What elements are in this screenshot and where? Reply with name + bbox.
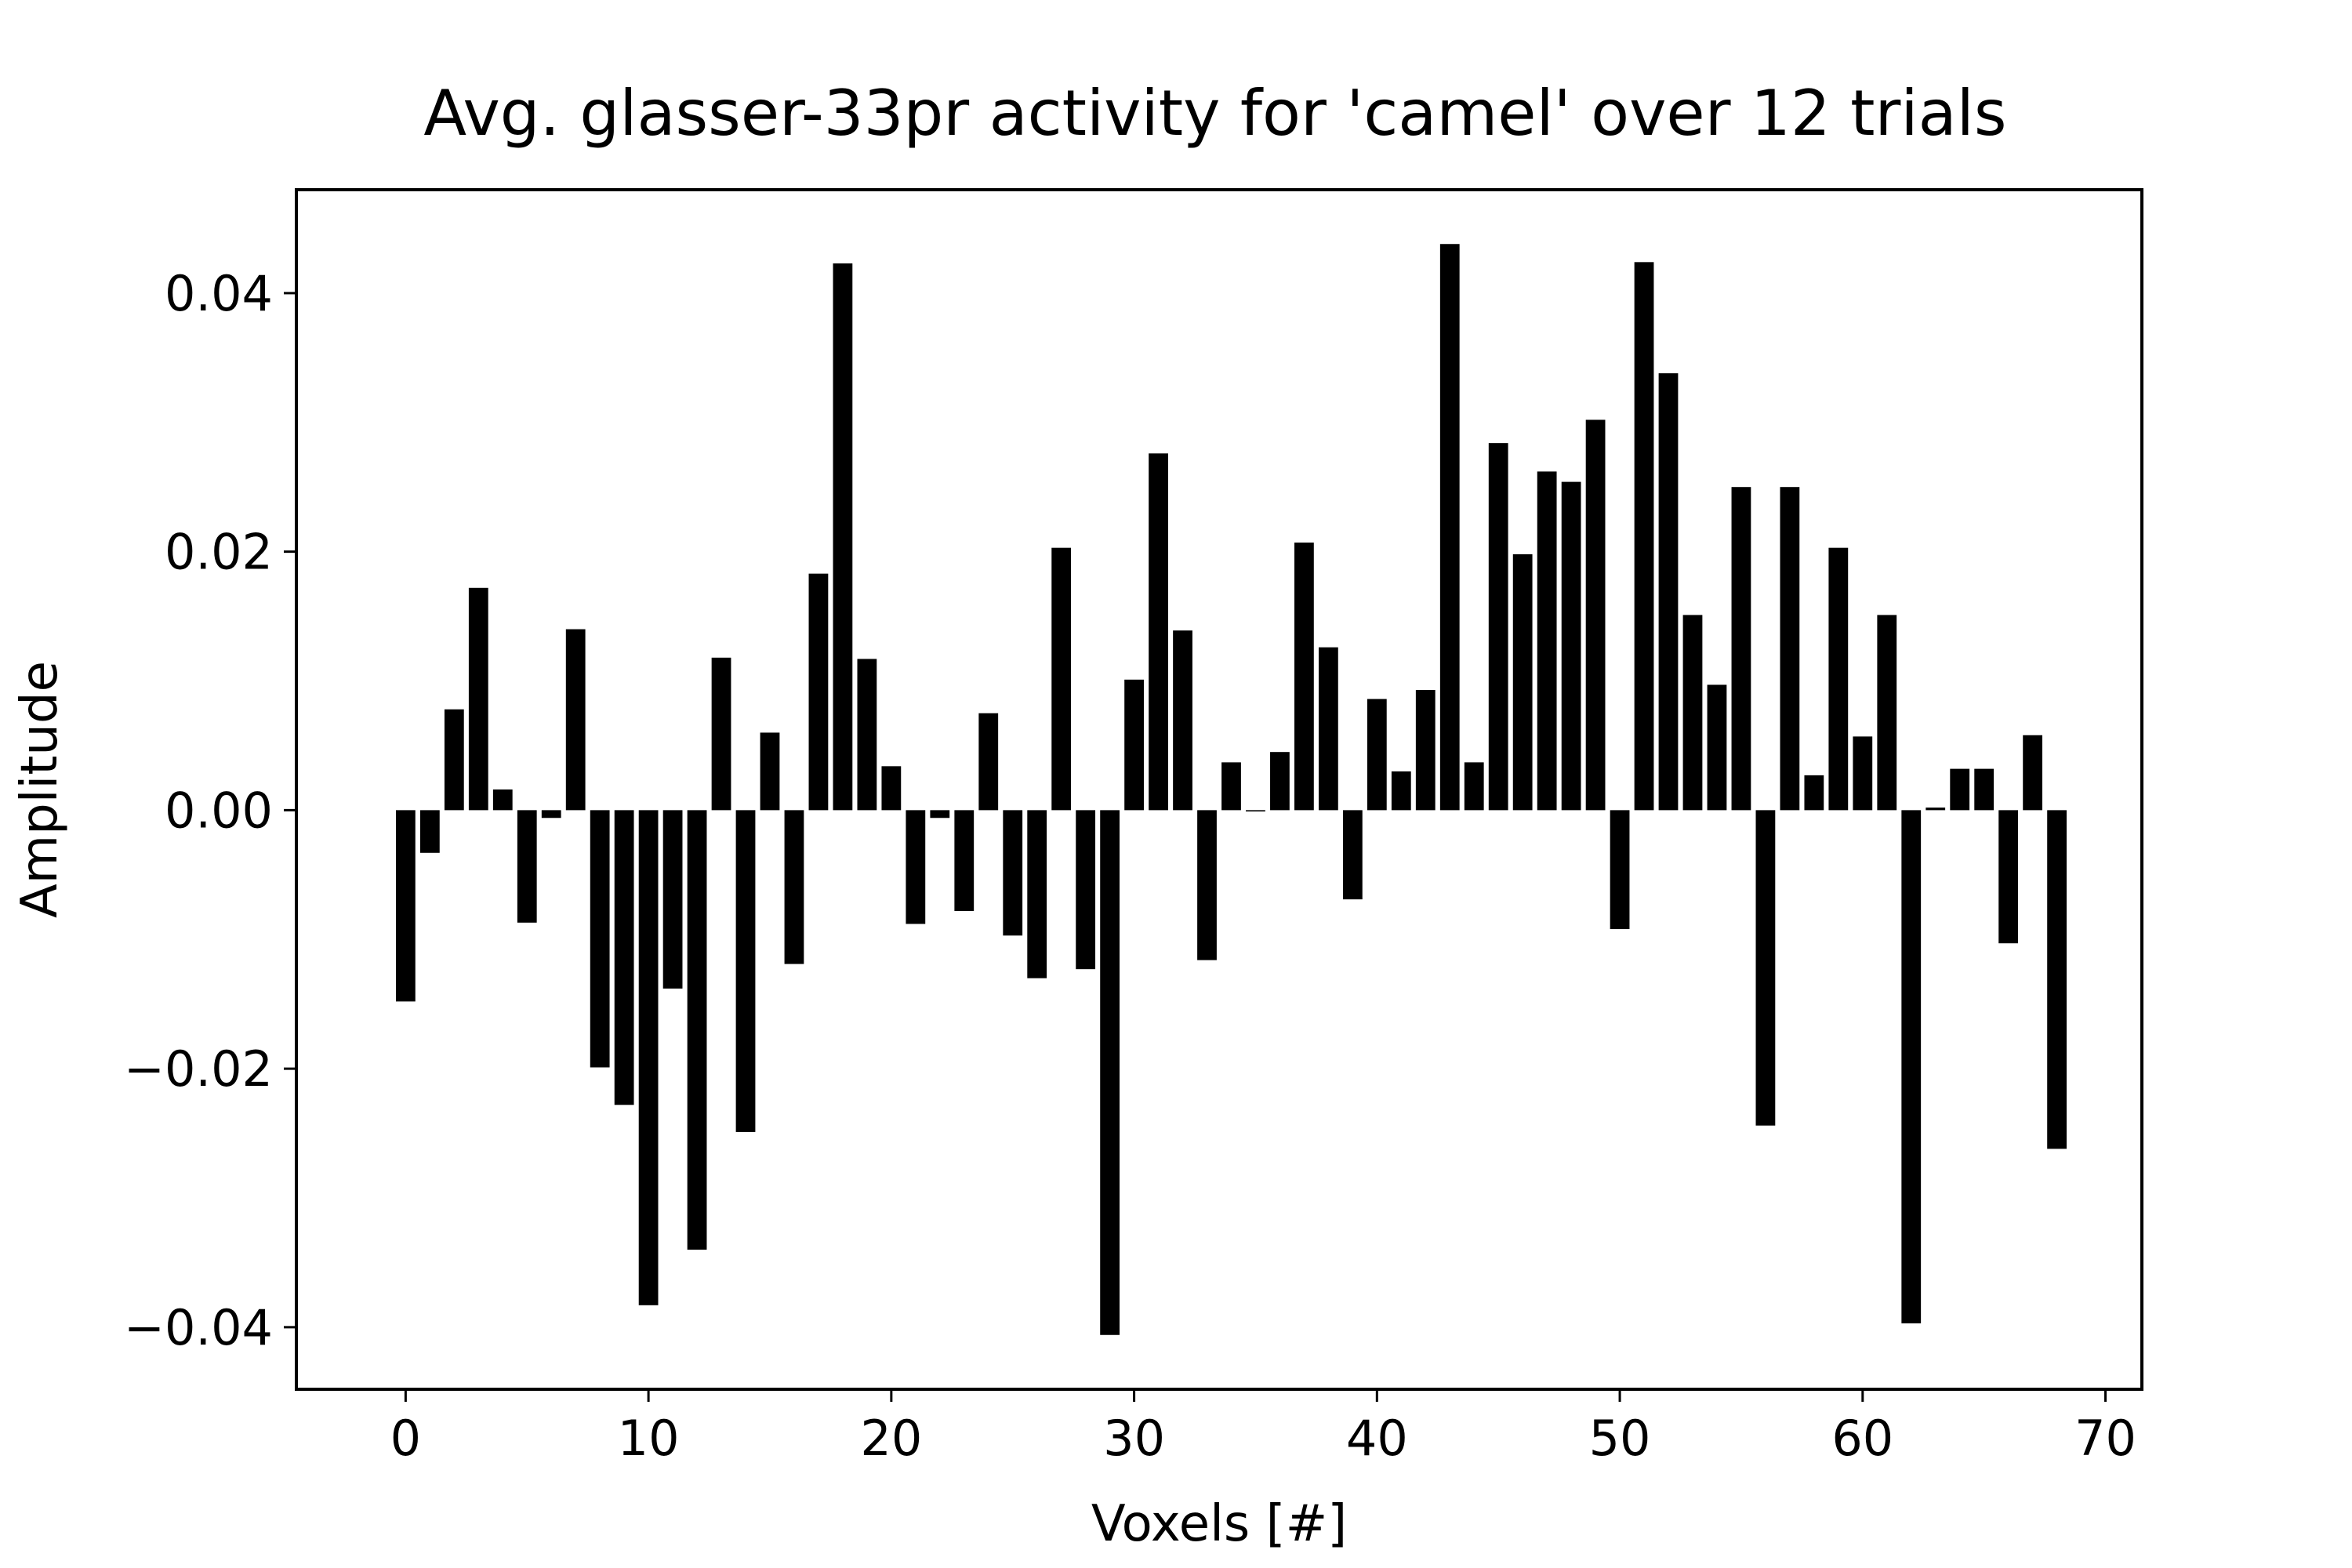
bar-64	[1950, 768, 1970, 811]
bar-38	[1318, 647, 1338, 811]
bar-57	[1780, 487, 1800, 811]
bar-9	[614, 810, 634, 1105]
bar-22	[930, 810, 950, 818]
bar-4	[492, 789, 513, 811]
bar-48	[1561, 481, 1581, 811]
bar-10	[638, 810, 659, 1305]
x-tick-label: 70	[2074, 1410, 2136, 1467]
bar-40	[1367, 699, 1387, 811]
bar-3	[468, 587, 488, 811]
bar-58	[1804, 775, 1824, 811]
bar-2	[444, 709, 464, 811]
bar-31	[1149, 453, 1168, 811]
bar-34	[1221, 762, 1241, 811]
bar-14	[735, 810, 756, 1132]
bar-35	[1246, 810, 1265, 812]
y-tick-label: −0.04	[124, 1299, 273, 1356]
bar-19	[857, 659, 877, 811]
y-axis: −0.04 −0.02 0.00 0.02 0.04	[124, 265, 296, 1356]
bar-51	[1634, 262, 1654, 811]
bar-56	[1755, 810, 1776, 1126]
bar-29	[1100, 810, 1120, 1335]
bar-20	[881, 766, 902, 811]
bar-11	[662, 810, 683, 989]
bar-65	[1974, 768, 1994, 811]
bar-66	[1998, 810, 2019, 944]
y-tick-label: 0.04	[165, 265, 273, 322]
bar-60	[1853, 736, 1873, 811]
bar-13	[711, 657, 731, 811]
bar-62	[1901, 810, 1922, 1323]
bar-8	[590, 810, 610, 1068]
bar-12	[687, 810, 707, 1250]
bar-59	[1828, 547, 1849, 811]
x-axis-label: Voxels [#]	[1091, 1495, 1347, 1553]
bar-41	[1391, 771, 1411, 811]
bar-67	[2023, 735, 2043, 811]
bar-7	[565, 629, 586, 811]
bar-36	[1270, 752, 1290, 811]
x-tick-label: 50	[1589, 1410, 1651, 1467]
bar-53	[1682, 615, 1703, 811]
bar-24	[978, 713, 999, 811]
x-tick-label: 0	[390, 1410, 421, 1467]
bar-37	[1294, 543, 1314, 811]
bar-44	[1464, 762, 1484, 811]
bar-21	[906, 810, 926, 924]
bar-15	[760, 732, 780, 811]
bar-47	[1537, 471, 1557, 811]
bar-55	[1731, 487, 1751, 811]
bar-45	[1488, 443, 1508, 811]
bar-68	[2047, 810, 2067, 1149]
y-tick-label: −0.02	[124, 1040, 273, 1098]
bar-33	[1197, 810, 1217, 960]
chart-title: Avg. glasser-33pr activity for 'camel' o…	[423, 77, 2006, 150]
bar-18	[833, 263, 853, 811]
x-tick-label: 20	[860, 1410, 922, 1467]
bar-30	[1124, 679, 1144, 811]
bar-0	[395, 810, 416, 1002]
bar-27	[1051, 547, 1072, 811]
bar-1	[419, 810, 440, 853]
bar-52	[1658, 373, 1679, 811]
bar-43	[1439, 244, 1460, 811]
y-tick-label: 0.00	[165, 782, 273, 839]
y-tick-label: 0.02	[165, 524, 273, 581]
bar-6	[541, 810, 561, 818]
bar-28	[1076, 810, 1096, 970]
bar-54	[1707, 684, 1727, 811]
bar-46	[1512, 554, 1533, 811]
x-tick-label: 60	[1831, 1410, 1893, 1467]
x-tick-label: 30	[1103, 1410, 1165, 1467]
x-axis: 0 10 20 30 40 50 60 70	[390, 1389, 2136, 1467]
bar-5	[517, 810, 537, 923]
bar-63	[1926, 808, 1946, 811]
bar-25	[1003, 810, 1023, 936]
bar-26	[1027, 810, 1047, 978]
x-tick-label: 40	[1346, 1410, 1408, 1467]
bar-23	[954, 810, 975, 911]
bar-17	[808, 573, 829, 811]
bar-50	[1610, 810, 1630, 930]
bar-49	[1585, 419, 1606, 811]
y-axis-label: Amplitude	[11, 661, 69, 918]
bar-61	[1877, 615, 1897, 811]
x-tick-label: 10	[618, 1410, 680, 1467]
bar-32	[1173, 630, 1192, 811]
bar-42	[1415, 690, 1436, 811]
bar-16	[784, 810, 804, 964]
plot-frame	[295, 188, 2143, 1391]
bars-group	[395, 244, 2067, 1335]
bar-39	[1342, 810, 1363, 900]
